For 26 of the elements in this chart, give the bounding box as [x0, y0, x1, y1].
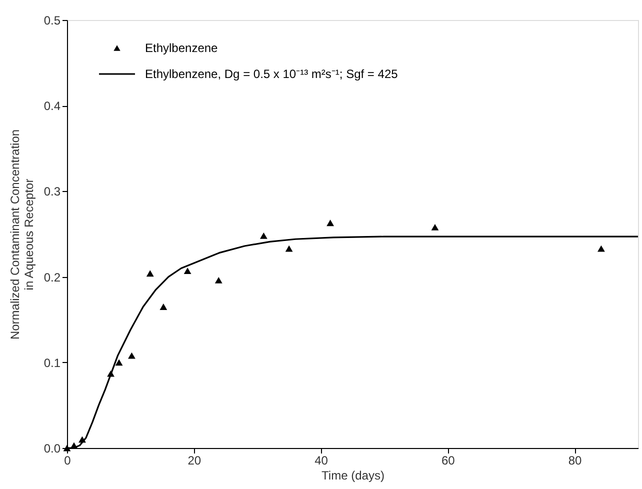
- point: [285, 245, 293, 252]
- x-tick-label: 20: [188, 454, 202, 468]
- point: [326, 220, 334, 226]
- x-axis-title: Time (days): [322, 468, 384, 482]
- y-tick-label: 0.0: [44, 442, 61, 456]
- legend-label: Ethylbenzene: [145, 41, 218, 55]
- y-tick-label: 0.4: [44, 99, 61, 114]
- y-tick-label: 0.2: [44, 270, 61, 284]
- y-tick-label: 0.3: [44, 184, 61, 199]
- point: [260, 232, 268, 239]
- x-tick-label: 0: [64, 454, 72, 468]
- y-axis-title: Normalized Contaminant Concentration in Aqueous Receptor: [8, 129, 36, 340]
- x-tick-label: 80: [568, 454, 582, 468]
- x-tick-label: 60: [441, 454, 456, 468]
- point: [184, 268, 192, 274]
- point: [115, 359, 123, 366]
- y-tick-label: 0.5: [44, 14, 61, 28]
- legend-label: Ethylbenzene, Dg = 0.5 x 10⁻¹³ m²s⁻¹; Sgf = 425: [145, 67, 398, 81]
- point: [597, 245, 605, 252]
- point: [160, 304, 168, 310]
- point: [146, 270, 154, 277]
- y-tick-label: 0.1: [44, 356, 61, 370]
- point: [431, 224, 439, 230]
- point: [214, 277, 222, 284]
- point: [128, 352, 136, 359]
- x-tick-label: 40: [314, 454, 328, 468]
